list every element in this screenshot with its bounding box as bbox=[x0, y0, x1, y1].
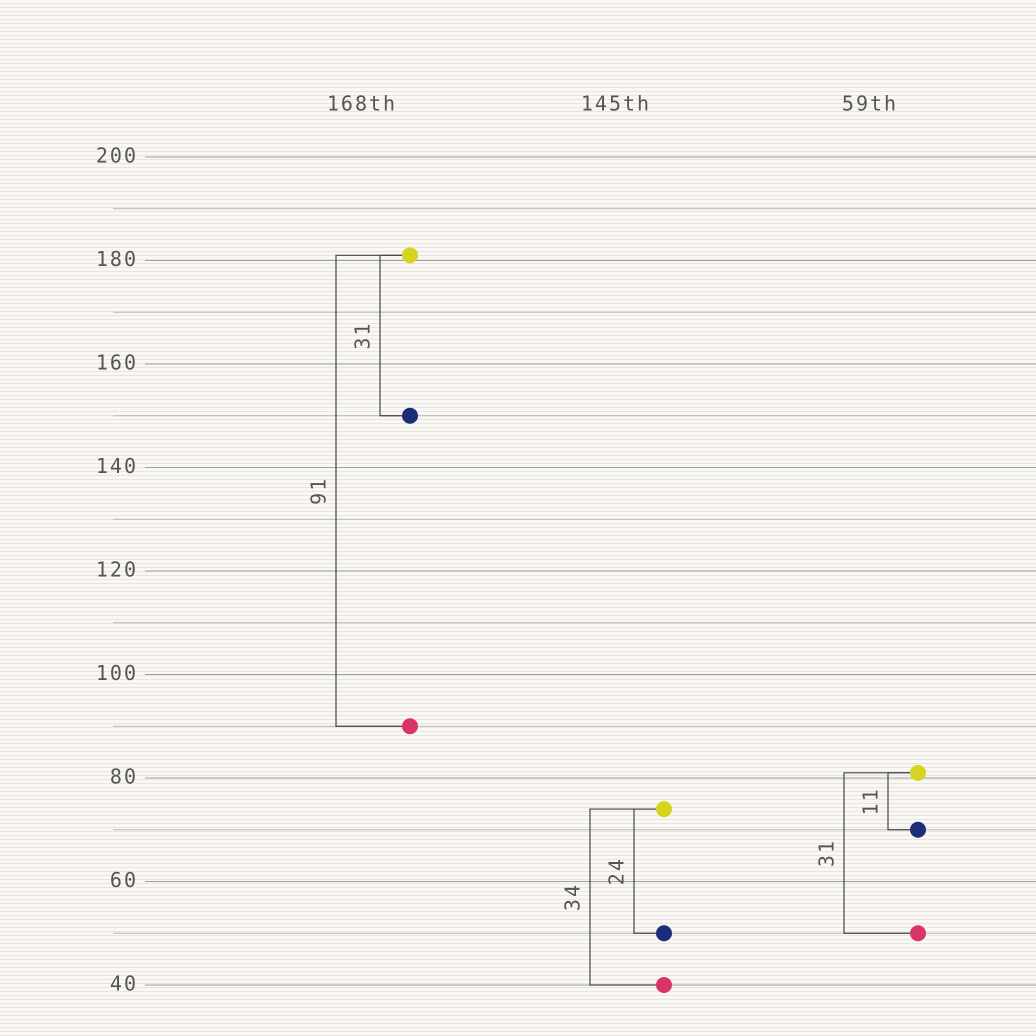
bracket-label: 31 bbox=[351, 321, 375, 349]
y-tick-label: 100 bbox=[96, 661, 138, 685]
dot bbox=[910, 764, 926, 781]
bracket bbox=[379, 254, 410, 417]
dot bbox=[656, 801, 672, 818]
bracket-label: 31 bbox=[815, 839, 839, 867]
y-tick-label: 200 bbox=[96, 144, 138, 168]
y-tick-label: 80 bbox=[110, 765, 138, 789]
bracket-label: 11 bbox=[859, 787, 883, 815]
bracket bbox=[843, 772, 918, 934]
y-tick-label: 40 bbox=[110, 972, 138, 996]
dot bbox=[910, 821, 926, 838]
category-label: 59th bbox=[842, 92, 898, 116]
bracket bbox=[335, 254, 410, 727]
bracket-label: 91 bbox=[307, 477, 331, 505]
dot bbox=[656, 977, 672, 993]
dot bbox=[402, 407, 418, 424]
y-tick-label: 120 bbox=[96, 558, 138, 582]
dot bbox=[656, 925, 672, 942]
y-tick-label: 180 bbox=[96, 247, 138, 271]
bracket bbox=[887, 772, 918, 831]
dot bbox=[402, 247, 418, 264]
dot bbox=[402, 718, 418, 735]
y-tick-label: 140 bbox=[96, 454, 138, 478]
y-tick-label: 60 bbox=[110, 868, 138, 892]
category-label: 168th bbox=[327, 92, 397, 116]
bracket bbox=[589, 808, 664, 986]
dot bbox=[910, 925, 926, 942]
bracket-label: 24 bbox=[605, 857, 629, 885]
bracket-label: 34 bbox=[561, 883, 585, 911]
category-label: 145th bbox=[581, 92, 651, 116]
bracket bbox=[633, 808, 664, 934]
y-tick-label: 160 bbox=[96, 351, 138, 375]
